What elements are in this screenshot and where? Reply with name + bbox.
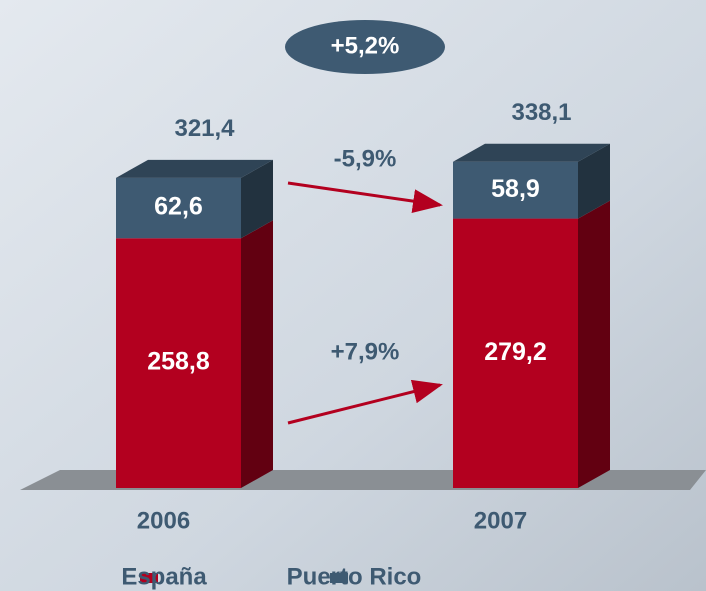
legend-label: España	[121, 563, 207, 590]
bar-side	[241, 220, 273, 488]
annotation: +5,2%	[331, 32, 400, 59]
annotation: +7,9%	[331, 338, 400, 365]
value-label: 62,6	[154, 193, 203, 221]
total-label: 321,4	[174, 115, 235, 142]
value-label: 279,2	[484, 338, 547, 366]
chart: +5,2% -5,9% +7,9% 258,8 62,6 321,4 2006 279,…	[0, 0, 706, 591]
value-label: 58,9	[491, 175, 540, 203]
bar-side	[578, 201, 610, 488]
x-tick-label: 2006	[137, 507, 190, 534]
total-label: 338,1	[511, 99, 571, 126]
x-tick-label: 2007	[474, 507, 527, 534]
legend-label: Puerto Rico	[287, 563, 422, 590]
annotation: -5,9%	[334, 145, 397, 172]
value-label: 258,8	[147, 348, 210, 376]
